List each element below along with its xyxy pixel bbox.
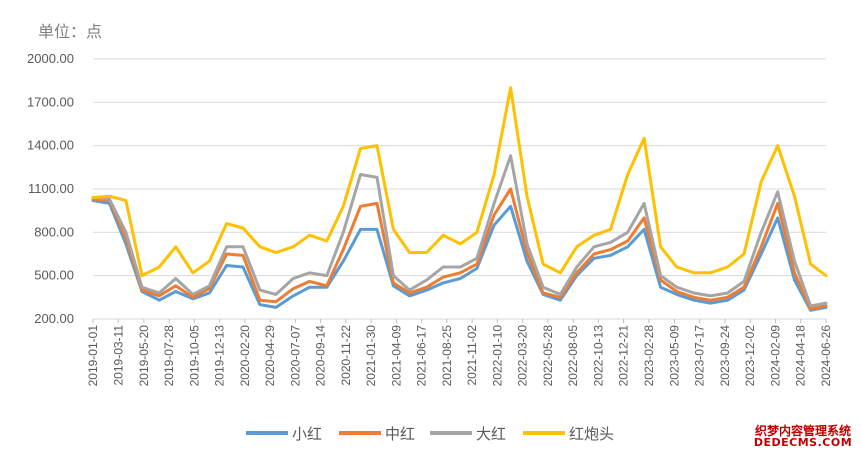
x-tick-label: 2020-07-07 — [288, 325, 302, 387]
y-tick-label: 500.00 — [34, 268, 74, 283]
x-tick-label: 2023-12-02 — [743, 325, 757, 387]
watermark: 织梦内容管理系统 DEDECMS.COM — [749, 425, 857, 449]
x-tick-label: 2023-05-09 — [667, 325, 681, 387]
unit-label: 单位：点 — [38, 22, 103, 41]
legend-label: 小红 — [292, 426, 322, 443]
x-tick-label: 2024-04-18 — [794, 325, 808, 387]
series-line — [91, 86, 828, 278]
x-tick-label: 2024-06-26 — [819, 325, 833, 387]
x-tick-label: 2023-07-17 — [693, 325, 707, 387]
x-tick-label: 2020-02-20 — [238, 325, 252, 387]
x-tick-label: 2022-01-10 — [490, 325, 504, 387]
x-tick-label: 2019-01-01 — [86, 325, 100, 387]
y-tick-label: 1100.00 — [28, 181, 74, 196]
x-tick-label: 2019-10-05 — [187, 325, 201, 387]
x-tick-label: 2020-11-22 — [339, 325, 353, 386]
series-line — [91, 199, 828, 312]
x-tick-label: 2021-04-09 — [389, 325, 403, 387]
x-tick-label: 2022-10-13 — [591, 325, 605, 387]
x-tick-label: 2020-09-14 — [314, 325, 328, 387]
legend-label: 中红 — [385, 426, 415, 443]
x-tick-label: 2023-09-24 — [718, 325, 732, 387]
x-tick-label: 2022-03-20 — [516, 325, 530, 387]
series-line — [91, 154, 828, 308]
y-tick-label: 800.00 — [34, 224, 74, 239]
x-tick-label: 2021-11-02 — [465, 325, 479, 386]
y-tick-label: 1400.00 — [27, 138, 74, 153]
watermark-url: DEDECMS.COM — [753, 436, 853, 450]
legend-label: 大红 — [476, 426, 506, 443]
x-tick-label: 2022-08-05 — [566, 325, 580, 387]
x-tick-label: 2019-05-20 — [137, 325, 151, 387]
watermark-title: 织梦内容管理系统 — [754, 423, 851, 438]
legend-label: 红炮头 — [569, 426, 614, 443]
x-tick-label: 2024-02-09 — [768, 325, 782, 387]
series-line — [91, 187, 828, 311]
x-tick-label: 2019-07-28 — [162, 325, 176, 387]
x-tick-label: 2021-08-25 — [440, 325, 454, 387]
y-tick-label: 1700.00 — [27, 94, 74, 109]
y-tick-label: 200.00 — [34, 311, 74, 326]
x-tick-label: 2020-04-29 — [263, 325, 277, 387]
x-tick-label: 2021-01-30 — [364, 325, 378, 387]
y-tick-label: 2000.00 — [27, 51, 74, 66]
x-tick-label: 2019-12-13 — [213, 325, 227, 387]
x-tick-label: 2019-03-11 — [111, 325, 125, 386]
x-tick-label: 2022-12-21 — [617, 325, 631, 387]
x-tick-label: 2023-02-28 — [642, 325, 656, 387]
x-tick-label: 2021-06-17 — [415, 325, 429, 387]
x-tick-label: 2022-05-28 — [541, 325, 555, 387]
